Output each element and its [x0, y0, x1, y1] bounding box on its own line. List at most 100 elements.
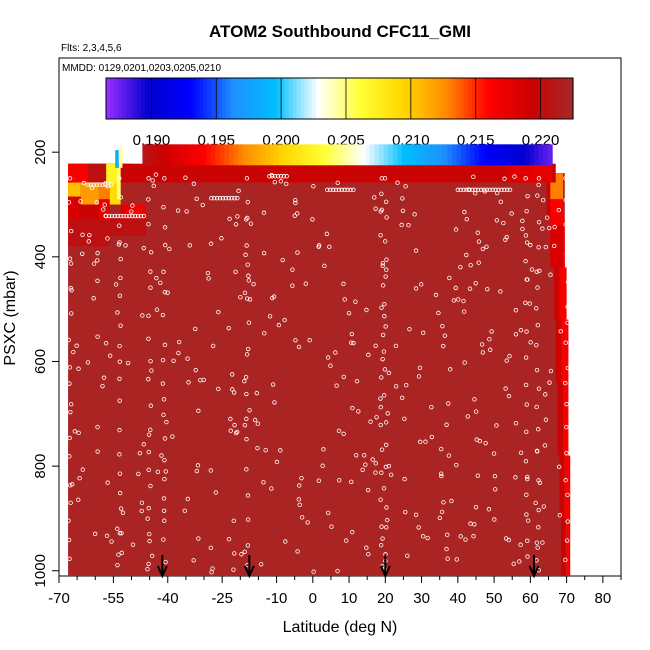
sample-point — [118, 275, 123, 281]
sample-point — [106, 182, 111, 187]
top-band-cell — [365, 144, 371, 166]
sample-point — [282, 317, 287, 323]
sample-point — [436, 310, 441, 316]
sample-point — [252, 417, 258, 423]
sample-point — [228, 428, 233, 433]
sample-point — [534, 540, 540, 545]
colorbar-segment — [526, 78, 531, 119]
colorbar-segment — [390, 78, 395, 119]
y-tick-label: 1000 — [32, 554, 49, 587]
sample-point — [148, 269, 153, 274]
sample-point — [195, 463, 201, 468]
sample-point — [124, 213, 129, 219]
sample-point — [362, 453, 367, 458]
sample-point — [205, 270, 211, 276]
sample-point — [444, 422, 449, 427]
sample-point — [487, 336, 492, 342]
sample-point — [146, 222, 151, 227]
sample-point — [118, 195, 124, 200]
sample-point — [208, 468, 214, 473]
sample-point — [341, 374, 346, 380]
top-band-cell — [483, 144, 489, 166]
sample-point — [540, 540, 545, 545]
sample-point — [71, 349, 76, 355]
sample-point — [335, 568, 340, 574]
field-edge-cell — [559, 455, 565, 519]
colorbar-segment — [444, 78, 450, 119]
sample-point — [529, 267, 535, 272]
sample-point — [208, 545, 214, 551]
sample-point — [385, 411, 390, 416]
sample-point — [162, 242, 168, 248]
sample-point — [378, 233, 383, 238]
top-band-cell — [301, 144, 307, 166]
sample-point — [343, 538, 349, 543]
sample-point — [117, 490, 123, 496]
top-band-cell — [502, 144, 508, 166]
top-band-cell — [370, 144, 376, 166]
y-tick-label: 200 — [32, 140, 49, 165]
sample-point — [132, 213, 138, 219]
colorbar-segment — [378, 78, 383, 119]
sample-point — [536, 507, 541, 513]
sample-point — [342, 297, 347, 302]
sample-point — [270, 382, 276, 387]
sample-point — [468, 262, 473, 268]
sample-point — [102, 202, 107, 207]
colorbar-segment — [335, 78, 341, 119]
sample-point — [328, 363, 333, 368]
sample-point — [117, 471, 123, 476]
sample-point — [305, 520, 310, 525]
sample-point — [475, 473, 481, 478]
top-band-cell — [192, 144, 198, 166]
top-band-cell — [420, 144, 426, 166]
sample-point — [543, 417, 549, 422]
dates-label: MMDD: 0129,0201,0203,0205,0210 — [62, 63, 221, 74]
sample-point — [536, 245, 541, 250]
sample-point — [223, 196, 228, 201]
top-band-cell — [529, 144, 535, 166]
sample-point — [145, 516, 150, 521]
colorbar-segment — [366, 78, 372, 119]
sample-point — [402, 476, 407, 482]
top-band-cell — [338, 144, 344, 166]
colorbar-border — [105, 77, 574, 120]
field-cell — [68, 163, 89, 183]
sample-point — [115, 562, 120, 568]
colorbar-segment — [238, 78, 243, 119]
sample-point — [103, 213, 109, 219]
sample-point — [378, 543, 384, 548]
sample-point — [171, 358, 176, 363]
sample-point — [385, 517, 390, 523]
colorbar-segment — [460, 78, 465, 119]
sample-point — [244, 243, 249, 248]
top-band-cell — [392, 144, 398, 166]
colorbar-segment — [370, 78, 376, 119]
sample-point — [293, 200, 298, 206]
sample-point — [269, 174, 275, 179]
sample-point — [117, 359, 122, 364]
sample-point — [523, 355, 529, 360]
sample-point — [498, 289, 503, 294]
sample-point — [349, 331, 355, 337]
sample-point — [320, 463, 325, 468]
sample-point — [557, 464, 562, 470]
colorbar-segment — [121, 78, 127, 119]
sample-point — [116, 242, 122, 247]
sample-point — [372, 195, 377, 200]
top-band-cell — [251, 144, 257, 166]
sample-point — [216, 386, 221, 392]
sample-point — [420, 534, 426, 539]
field-cell — [98, 180, 110, 200]
sample-point — [146, 176, 151, 181]
sample-point — [494, 218, 500, 223]
sample-point — [78, 199, 83, 204]
top-band-cell — [197, 144, 203, 166]
sample-point — [493, 187, 498, 193]
sample-point — [68, 500, 73, 506]
top-band-cell — [447, 144, 453, 166]
sample-point — [524, 512, 529, 517]
sample-point — [262, 331, 267, 336]
sample-point — [454, 557, 459, 562]
sample-point — [373, 461, 378, 466]
